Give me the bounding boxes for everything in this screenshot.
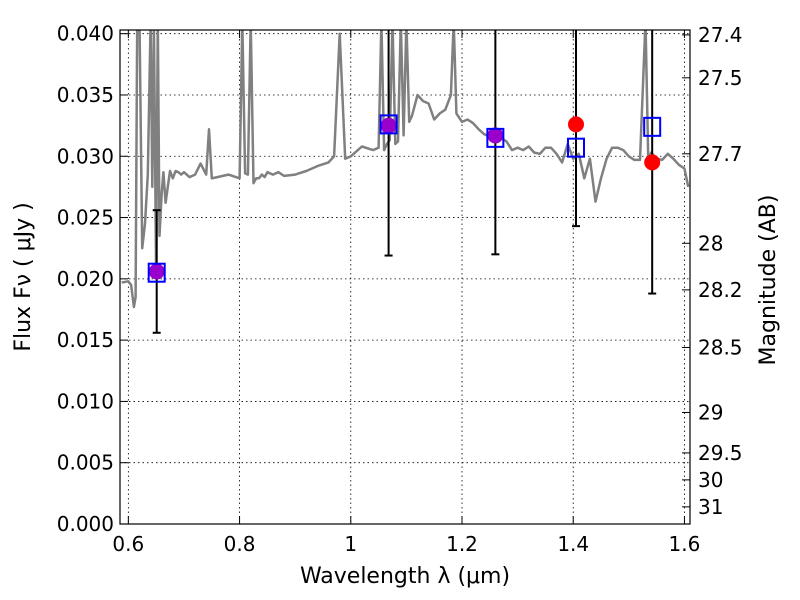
photometry-point-2: [487, 127, 504, 144]
right-tick-label-9: 31: [698, 495, 723, 519]
x-tick-label-0: 0.6: [112, 532, 144, 556]
y-tick-label-5: 0.025: [57, 206, 114, 230]
right-tick-label-5: 28.5: [698, 335, 743, 359]
model-flux-square-4: [643, 116, 662, 137]
x-tick-label-2: 1: [344, 532, 357, 556]
right-tick-label-2: 27.7: [698, 142, 743, 166]
right-tick-label-0: 27.4: [698, 23, 743, 47]
y-tick-label-2: 0.010: [57, 389, 114, 413]
model-flux-square-2: [486, 127, 505, 148]
right-tick-label-1: 27.5: [698, 66, 743, 90]
photometry-point-1: [380, 117, 397, 134]
right-axis-label: Magnitude (AB): [756, 195, 781, 366]
x-tick-label-5: 1.6: [669, 532, 701, 556]
model-spectrum: [121, 30, 690, 309]
photometry-point-0: [148, 263, 165, 280]
ticks: 0.6 0.8 1 1.2 1.4 1.6 0.000 0.005 0.010 0.015 0.02…: [57, 22, 743, 556]
model-flux-square-3: [567, 137, 585, 158]
y-tick-label-0: 0.000: [57, 512, 114, 536]
x-tick-label-1: 0.8: [224, 532, 256, 556]
right-tick-label-4: 28.2: [698, 278, 743, 302]
x-tick-label-3: 1.2: [446, 532, 478, 556]
y-tick-label-7: 0.035: [57, 83, 114, 107]
x-tick-label-4: 1.4: [557, 532, 589, 556]
y-tick-label-3: 0.015: [57, 328, 114, 352]
right-tick-label-3: 28: [698, 231, 723, 255]
y-tick-label-4: 0.020: [57, 267, 114, 291]
model-flux-square-1: [379, 114, 398, 135]
y-axis-label: Flux Fν ( μJy ): [11, 202, 36, 351]
data-markers: [147, 114, 662, 283]
model-spectrum-line: [121, 30, 690, 309]
right-tick-label-6: 29: [698, 400, 723, 424]
y-tick-label-6: 0.030: [57, 144, 114, 168]
plot-frame: [119, 29, 691, 525]
right-tick-label-7: 29.5: [698, 441, 743, 465]
y-tick-label-1: 0.005: [57, 451, 114, 475]
model-flux-square-0: [147, 262, 166, 283]
right-tick-label-8: 30: [698, 468, 723, 492]
y-tick-label-8: 0.040: [57, 22, 114, 46]
photometry-point-4: [644, 154, 661, 171]
x-axis-label: Wavelength λ (μm): [300, 564, 510, 589]
photometry-point-3: [568, 116, 584, 133]
